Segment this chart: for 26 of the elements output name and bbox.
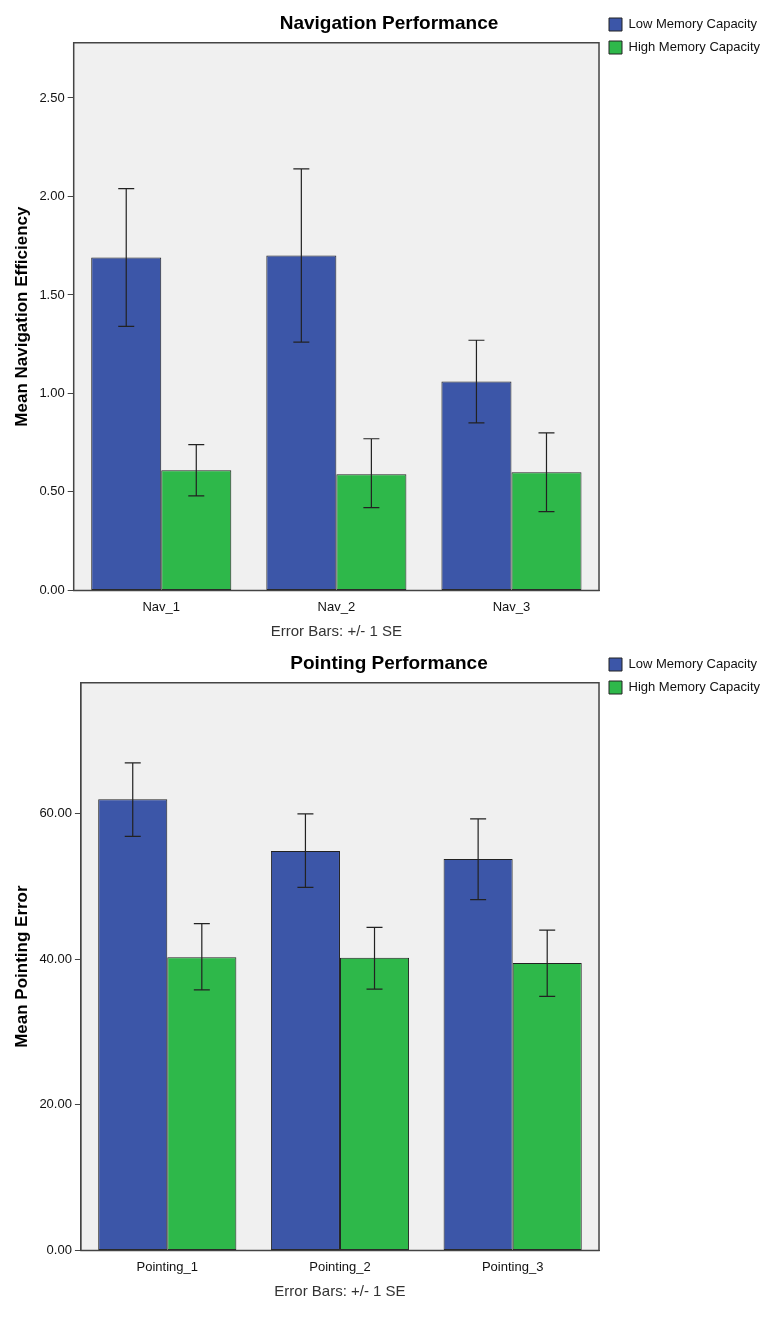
x-tick-label: Nav_2 (317, 598, 356, 614)
y-tick-label: 0.00 (39, 581, 65, 597)
y-tick-label: 20.00 (39, 1096, 72, 1112)
x-tick-label: Pointing_2 (309, 1258, 371, 1274)
legend-label: High Memory Capacity (628, 39, 761, 55)
chart-title: Pointing Performance (290, 651, 488, 673)
legend-label: High Memory Capacity (628, 679, 761, 695)
legend-label: Low Memory Capacity (628, 16, 758, 32)
y-axis-title: Mean Navigation Efficiency (11, 206, 31, 427)
x-tick-label: Pointing_1 (136, 1258, 199, 1274)
y-tick-label: 0.50 (39, 483, 65, 499)
y-tick-label: 2.50 (39, 89, 65, 105)
y-tick-label: 40.00 (39, 950, 72, 966)
legend-label: Low Memory Capacity (628, 656, 758, 672)
y-tick-label: 2.00 (39, 188, 65, 204)
y-tick-label: 1.00 (39, 385, 65, 400)
y-tick-label: 1.50 (39, 286, 65, 302)
chart-title: Navigation Performance (279, 11, 499, 33)
x-tick-label: Nav_1 (142, 598, 181, 614)
y-tick-label: 60.00 (39, 805, 72, 821)
x-tick-label: Nav_3 (492, 598, 531, 614)
y-tick-label: 0.00 (46, 1241, 72, 1257)
y-axis-title: Mean Pointing Error (11, 885, 31, 1048)
x-tick-label: Pointing_3 (481, 1258, 544, 1274)
text: Error Bars: +/- 1 SE (274, 1282, 406, 1300)
text: Error Bars: +/- 1 SE (270, 622, 403, 640)
